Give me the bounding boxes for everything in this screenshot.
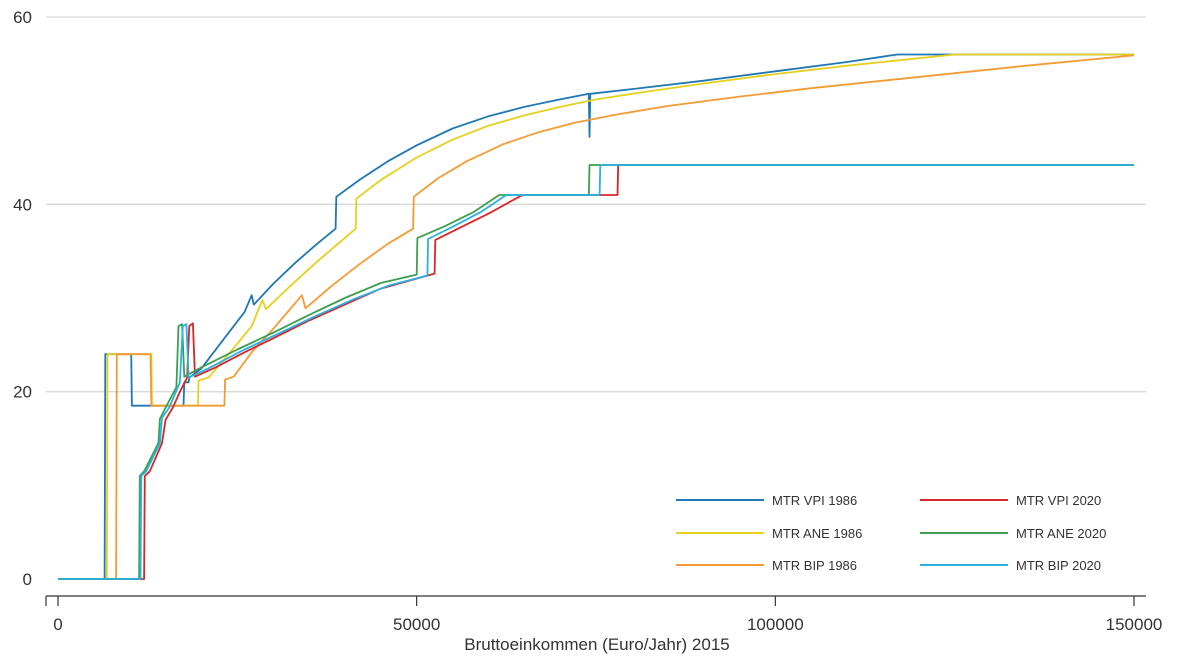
legend-label-mtr-ane-1986: MTR ANE 1986 xyxy=(772,526,862,541)
legend-label-mtr-vpi-2020: MTR VPI 2020 xyxy=(1016,493,1101,508)
legend-label-mtr-bip-1986: MTR BIP 1986 xyxy=(772,558,857,573)
x-tick-label: 150000 xyxy=(1106,615,1163,634)
x-axis-title: Bruttoeinkommen (Euro/Jahr) 2015 xyxy=(464,635,730,654)
legend-label-mtr-vpi-1986: MTR VPI 1986 xyxy=(772,493,857,508)
legend-label-mtr-ane-2020: MTR ANE 2020 xyxy=(1016,526,1106,541)
y-tick-label: 20 xyxy=(13,383,32,402)
legend-label-mtr-bip-2020: MTR BIP 2020 xyxy=(1016,558,1101,573)
y-tick-label: 40 xyxy=(13,195,32,214)
y-tick-label: 60 xyxy=(13,8,32,27)
x-axis-ticks: 0 50000 100000 150000 xyxy=(53,596,1162,634)
x-tick-label: 0 xyxy=(53,615,62,634)
x-tick-label: 100000 xyxy=(747,615,804,634)
y-axis-ticks: 0 20 40 60 xyxy=(13,8,32,589)
y-tick-label: 0 xyxy=(23,570,32,589)
gridlines xyxy=(46,17,1146,392)
axes xyxy=(46,596,1146,606)
x-tick-label: 50000 xyxy=(393,615,440,634)
